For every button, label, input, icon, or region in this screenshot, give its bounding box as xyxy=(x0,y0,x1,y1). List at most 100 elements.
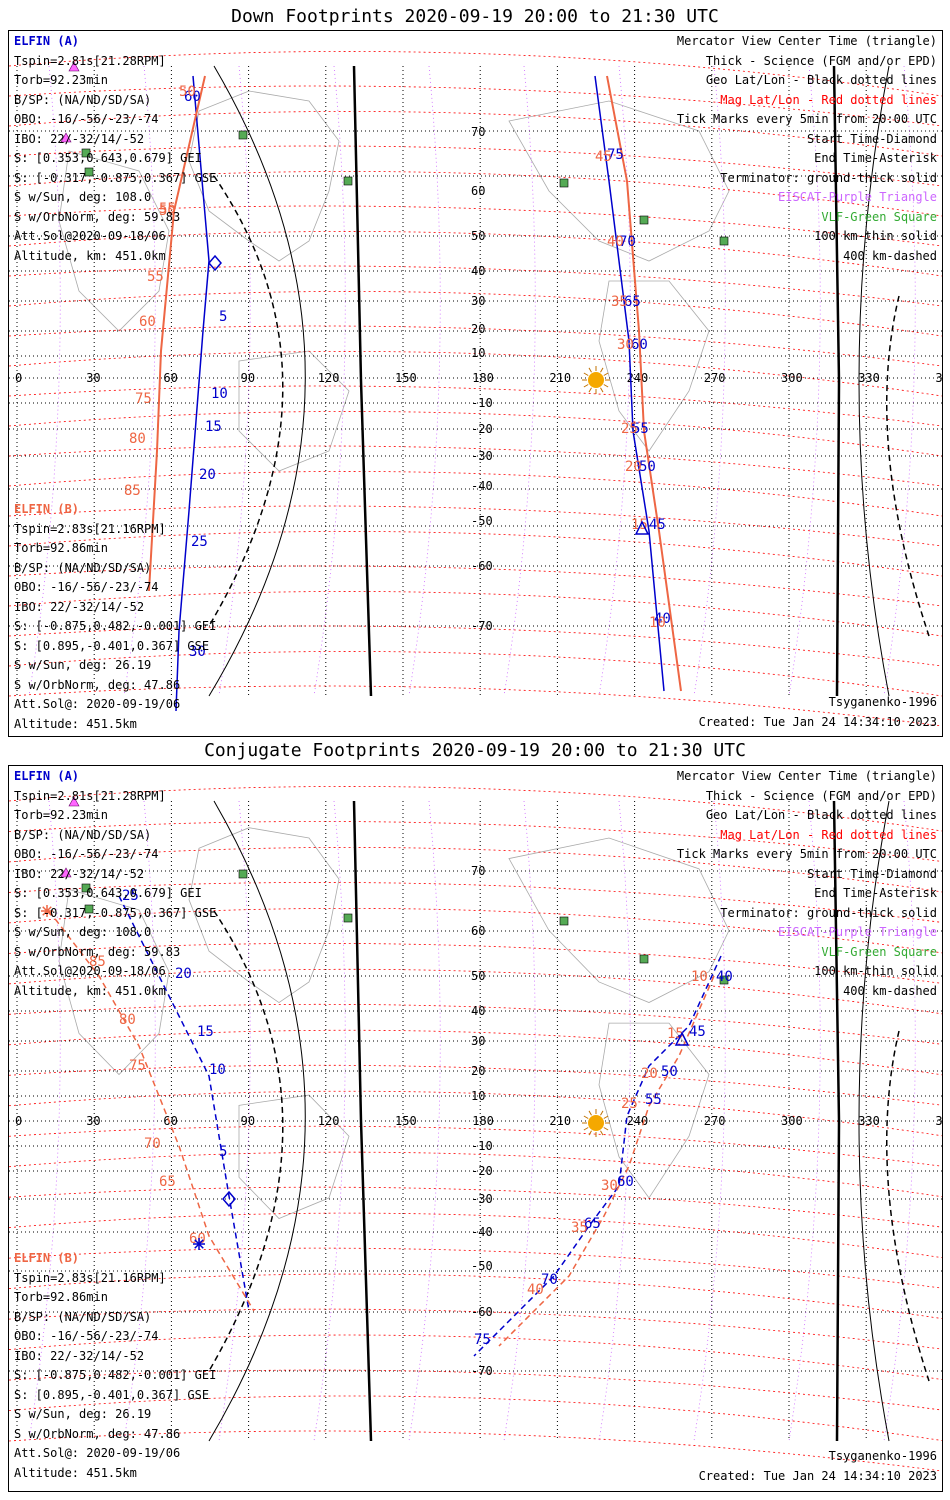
legend-item: Geo Lat/Lon - Black dotted lines xyxy=(705,73,937,87)
elfin-a-tick-label: 40 xyxy=(716,969,733,985)
elfin-a-tick-label: 5 xyxy=(219,1144,227,1160)
eiscat-station-icon xyxy=(68,61,80,72)
elfin-a-track xyxy=(473,955,722,1357)
elfin-a-line: S w/Sun, deg: 108.0 xyxy=(14,925,152,939)
lon-tick-label: 210 xyxy=(549,1114,571,1128)
mag-lat-line xyxy=(9,1369,942,1411)
elfin-a-line: Tspin=2.81s[21.28RPM] xyxy=(14,53,166,68)
vlf-station-icon xyxy=(84,904,94,914)
mag-lat-line xyxy=(9,205,942,247)
lat-tick-label: 50 xyxy=(471,969,485,983)
lat-tick-label: 20 xyxy=(471,322,485,336)
elfin-b-tick-label: 60 xyxy=(189,1231,206,1247)
terminator-line xyxy=(832,65,841,697)
elfin-b-line: IBO: 22/-32/14/-52 xyxy=(14,599,145,614)
lon-tick-label: 0 xyxy=(15,371,22,385)
lon-tick-label: 150 xyxy=(395,1114,417,1128)
elfin-b-info: ELFIN (B) Tspin=2.83s[21.16RPM] Torb=92.… xyxy=(14,1249,216,1483)
vlf-station-icon xyxy=(81,148,91,158)
mag-lat-line xyxy=(9,351,942,397)
terminator-line xyxy=(352,800,373,1442)
elfin-b-track xyxy=(606,75,682,692)
elfin-b-line: Torb=92.86min xyxy=(14,541,108,555)
panel-title-conjugate: Conjugate Footprints 2020-09-19 20:00 to… xyxy=(204,740,746,761)
horizon-400km xyxy=(208,910,284,1372)
elfin-a-info: ELFIN (A) Tspin=2.81s[21.28RPM] Torb=92.… xyxy=(14,767,216,1001)
elfin-b-line: Torb=92.86min xyxy=(14,1290,108,1304)
vlf-station-icon xyxy=(343,176,353,186)
elfin-b-info: ELFIN (B) Tspin=2.83s[21.16RPM] Torb=92.… xyxy=(14,500,216,734)
legend-item: 400 km-dashed xyxy=(843,248,937,263)
mag-lat-line xyxy=(9,591,942,637)
vlf-station-icon xyxy=(559,178,569,188)
mag-lat-line xyxy=(9,51,942,97)
center-time-triangle xyxy=(634,520,650,535)
coastline xyxy=(508,837,730,1003)
lon-tick-label: 300 xyxy=(781,1114,803,1128)
vlf-station-icon xyxy=(719,975,729,985)
elfin-b-label: ELFIN (B) xyxy=(14,1251,80,1265)
coastline xyxy=(598,280,710,452)
end-time-asterisk xyxy=(41,905,53,917)
mag-lat-line xyxy=(9,882,942,923)
lat-tick-label: 50 xyxy=(471,229,485,243)
elfin-b-line: S w/OrbNorm, deg: 47.86 xyxy=(14,1426,181,1441)
mag-lat-line xyxy=(9,685,942,727)
lon-tick-label: 150 xyxy=(395,371,417,385)
lon-tick-label: 120 xyxy=(318,371,340,385)
elfin-b-tick-label: 75 xyxy=(135,391,152,407)
lon-tick-label: 30 xyxy=(86,1114,100,1128)
coastline xyxy=(508,100,730,262)
vlf-station-icon xyxy=(238,130,248,140)
legend-item: End Time-Asterisk xyxy=(814,151,937,165)
elfin-a-line: S w/OrbNorm, deg: 59.83 xyxy=(14,209,181,224)
lon-tick-label: 270 xyxy=(704,371,726,385)
mag-lat-line xyxy=(9,786,942,832)
elfin-a-tick-label: 70 xyxy=(541,1272,558,1288)
mag-lon-line xyxy=(598,800,631,1442)
mag-lat-line xyxy=(9,505,942,547)
vlf-station-icon xyxy=(84,167,94,177)
coastline xyxy=(598,1022,710,1199)
elfin-a-line: S: [-0.317,-0.875,0.367] GSE xyxy=(14,905,217,920)
elfin-a-tick-label: 20 xyxy=(199,467,216,483)
elfin-a-line: OBO: -16/-56/-23/-74 xyxy=(14,847,159,861)
elfin-b-track xyxy=(148,75,206,592)
lat-tick-label: -70 xyxy=(471,619,493,633)
mag-lat-line xyxy=(9,907,942,954)
lat-tick-label: 60 xyxy=(471,924,485,938)
elfin-a-tick-label: 50 xyxy=(661,1064,678,1080)
elfin-a-tick-label: 60 xyxy=(184,89,201,105)
elfin-a-tick-label: 25 xyxy=(191,534,208,550)
elfin-b-tick-label: 55 xyxy=(147,269,164,285)
mag-lat-line xyxy=(9,385,942,427)
lon-tick-label: 330 xyxy=(858,371,880,385)
mag-lat-line xyxy=(9,291,942,337)
legend-item: Mag Lat/Lon - Red dotted lines xyxy=(720,92,937,107)
legend-item: Start Time-Diamond xyxy=(806,866,937,881)
coastline xyxy=(188,827,340,1004)
elfin-b-tick-label: 40 xyxy=(527,1282,544,1298)
elfin-b-tick-label: 20 xyxy=(641,1066,658,1082)
lon-tick-label: 0 xyxy=(15,1114,22,1128)
elfin-a-line: Torb=92.23min xyxy=(14,808,108,822)
elfin-a-line: Altitude, km: 451.0km xyxy=(14,983,166,998)
elfin-a-line: B/SP: (NA/ND/SD/SA) xyxy=(14,827,152,842)
mag-lat-line xyxy=(9,145,942,187)
elfin-a-line: Altitude, km: 451.0km xyxy=(14,248,166,263)
vlf-station-icon xyxy=(719,236,729,246)
lat-tick-label: -50 xyxy=(471,514,493,528)
elfin-a-tick-label: 45 xyxy=(649,517,666,533)
elfin-b-line: IBO: 22/-32/14/-52 xyxy=(14,1348,145,1363)
legend-item: 100 km-thin solid xyxy=(814,229,937,243)
mag-lat-line xyxy=(9,1247,942,1289)
elfin-a-tick-label: 55 xyxy=(645,1092,662,1108)
elfin-a-tick-label: 10 xyxy=(209,1062,226,1078)
vlf-station-icon xyxy=(559,916,569,926)
elfin-b-tick-label: 60 xyxy=(139,314,156,330)
mag-lon-line xyxy=(408,800,441,1442)
elfin-b-line: S: [-0.875,0.482,-0.001] GEI xyxy=(14,1368,217,1382)
elfin-a-info: ELFIN (A) Tspin=2.81s[21.28RPM] Torb=92.… xyxy=(14,32,216,266)
elfin-a-tick-label: 70 xyxy=(619,234,636,250)
lat-tick-label: -10 xyxy=(471,1139,493,1153)
